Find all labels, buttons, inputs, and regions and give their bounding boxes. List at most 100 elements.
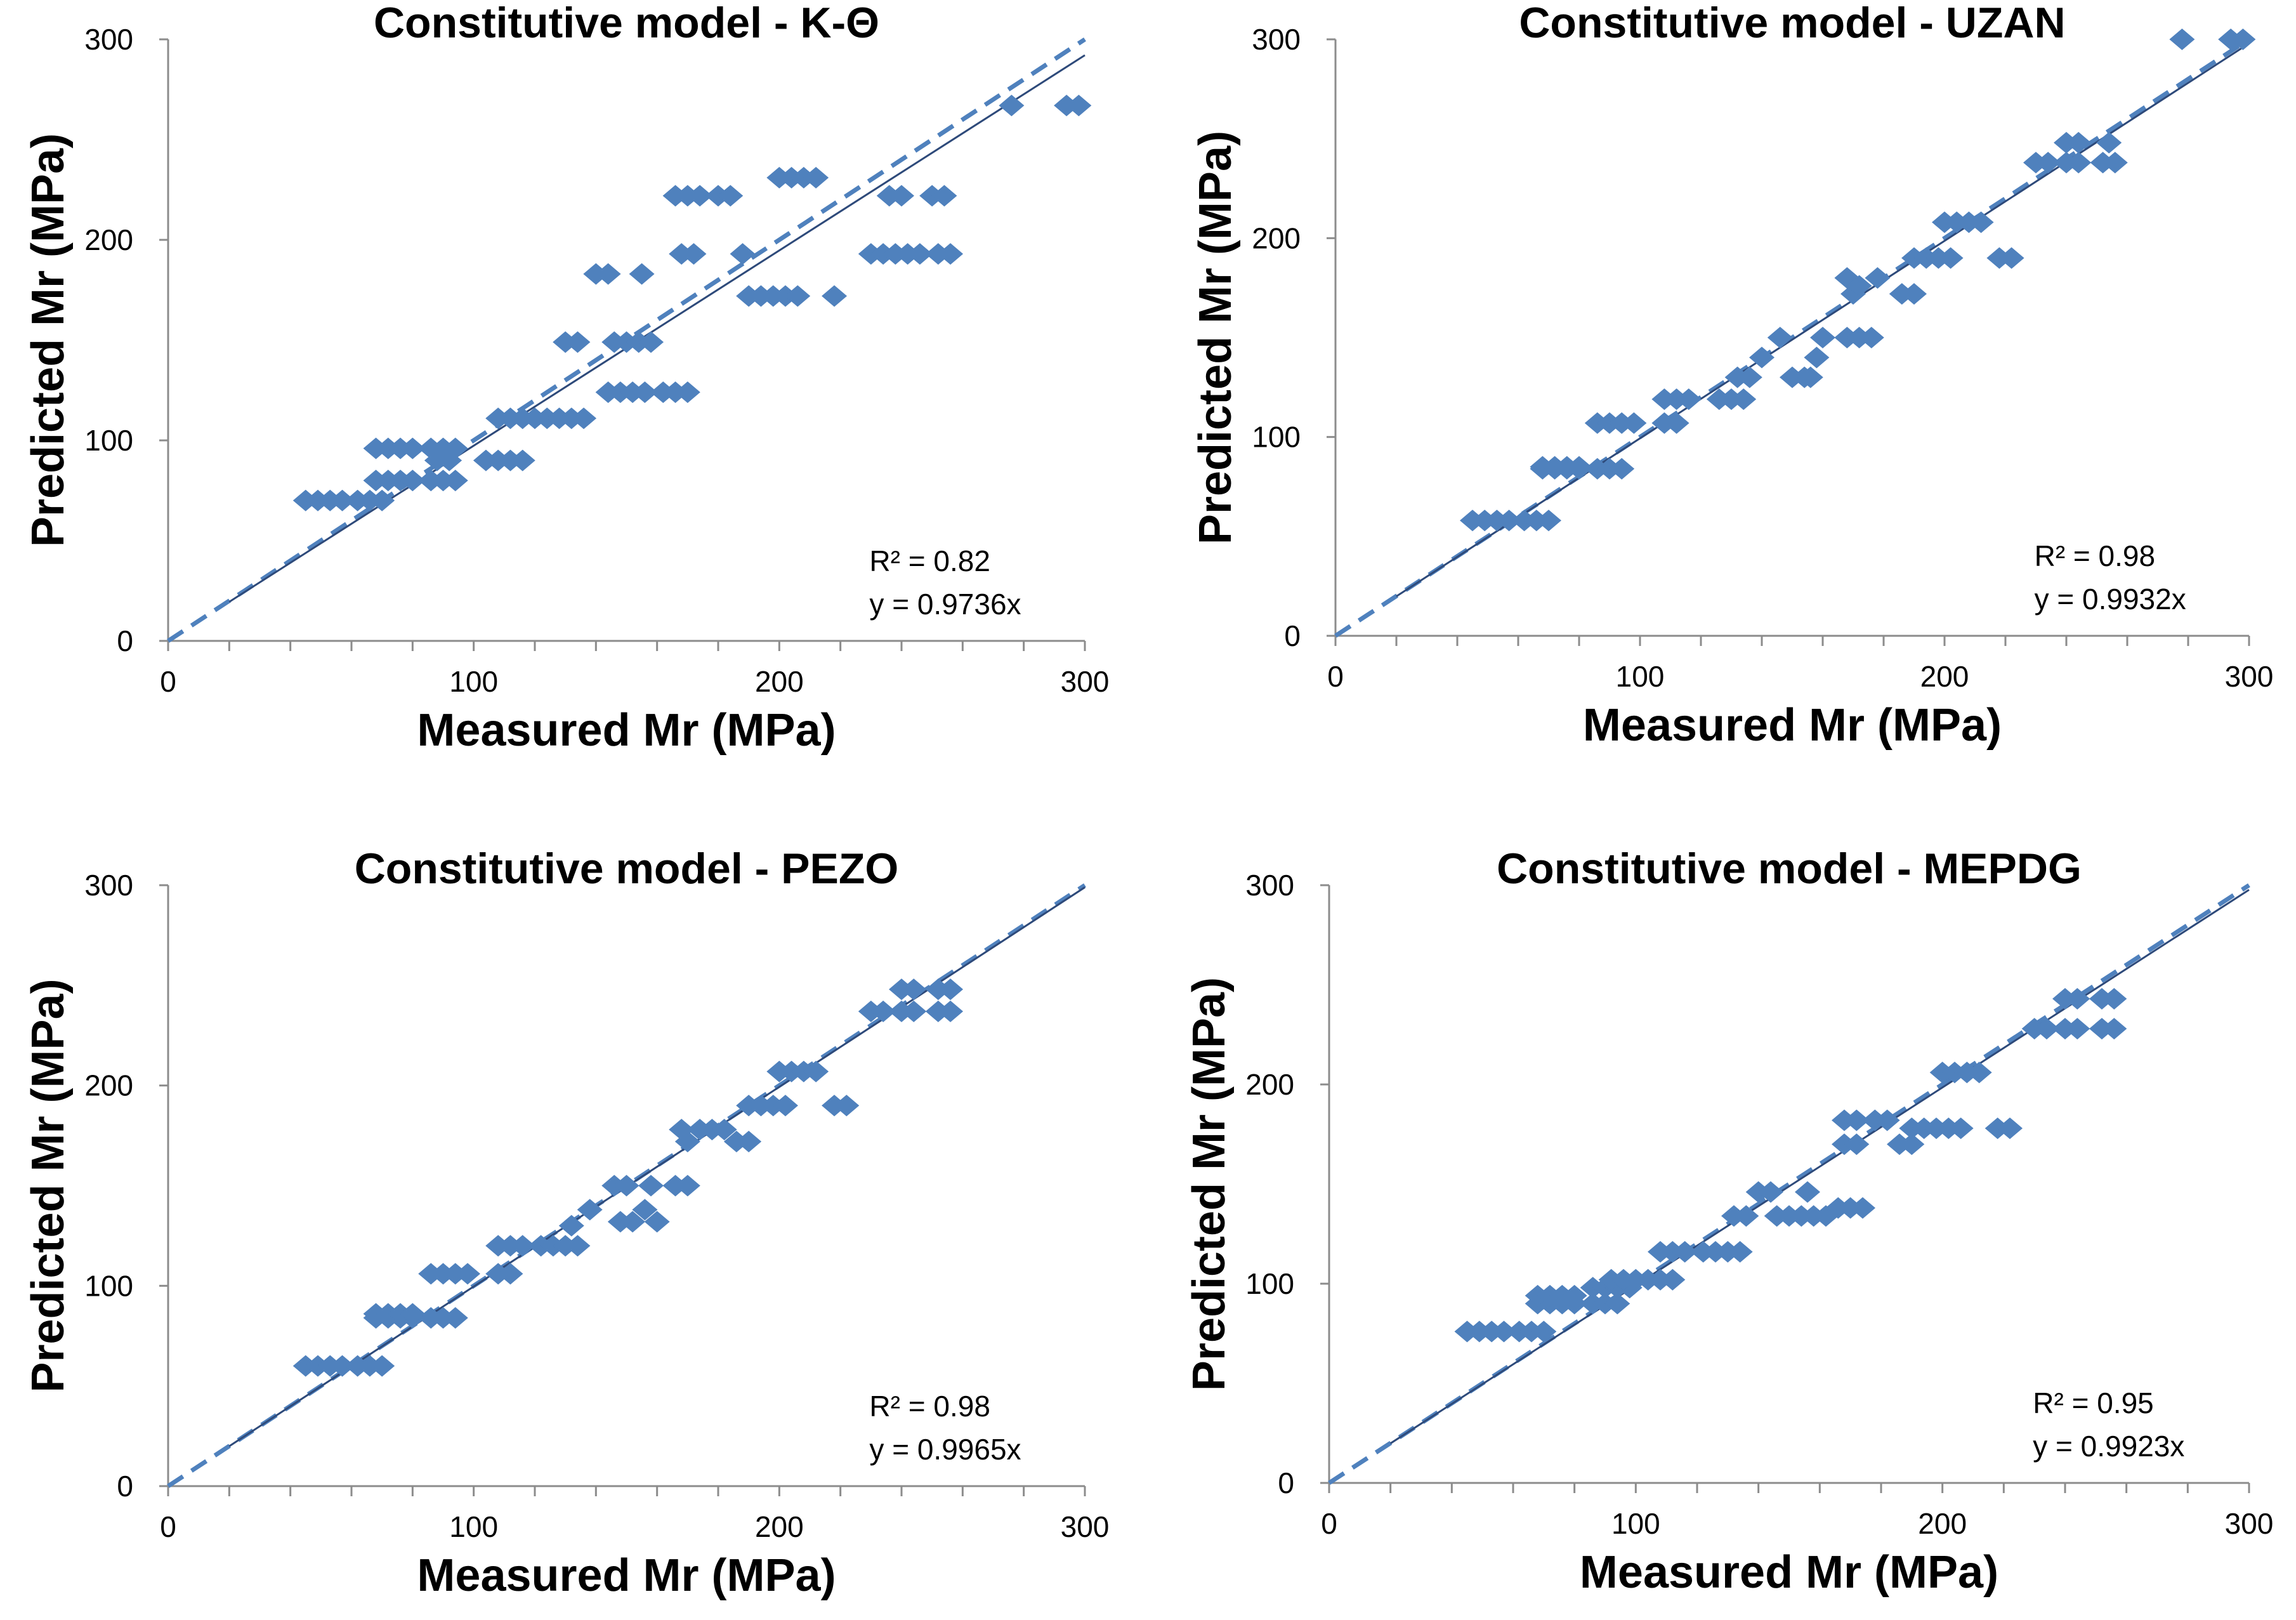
panel-mepdg: 0 100 200 300 0 100 200 300 Constitutive model -… xyxy=(1184,845,2273,1598)
pezo-data-point xyxy=(638,1175,664,1197)
pezo-x-tick-label: 0 xyxy=(160,1510,176,1543)
uzan-data-point xyxy=(1736,366,1762,388)
uzan-data-point xyxy=(1858,327,1884,348)
k-theta-data-point xyxy=(369,489,395,511)
k-theta-data-point xyxy=(938,243,964,265)
k-theta-y-tick-label: 300 xyxy=(84,23,133,56)
k-theta-data-point xyxy=(571,407,597,430)
k-theta-data-point xyxy=(674,381,700,404)
k-theta-data-point xyxy=(442,470,468,492)
uzan-data-point xyxy=(1676,388,1702,411)
panel-pezo: 0 100 200 300 0 100 200 300 Constitutive model -… xyxy=(23,845,1109,1601)
uzan-data-point xyxy=(2169,29,2195,50)
uzan-y-tick-label: 300 xyxy=(1252,23,1301,56)
uzan-data-point xyxy=(1663,412,1689,434)
k-theta-data-point xyxy=(509,449,535,471)
mepdg-data-point xyxy=(1758,1181,1783,1203)
pezo-data-point xyxy=(329,1355,355,1377)
k-theta-data-point xyxy=(400,437,426,459)
mepdg-data-point xyxy=(1844,1109,1870,1131)
uzan-data-point xyxy=(1536,510,1561,532)
pezo-fit-equation: y = 0.9965x xyxy=(869,1433,1021,1466)
pezo-data-point xyxy=(509,1235,535,1257)
mepdg-y-axis-label: Predicted Mr (MPa) xyxy=(1184,977,1235,1391)
uzan-data-point xyxy=(1901,283,1927,305)
mepdg-x-axis-label: Measured Mr (MPa) xyxy=(1580,1547,1998,1598)
pezo-y-tick-label: 0 xyxy=(117,1470,133,1503)
panel-uzan: 0 100 200 300 0 100 200 300 Constitutive model -… xyxy=(1190,0,2273,751)
uzan-chart-title: Constitutive model - UZAN xyxy=(1519,0,2065,47)
mepdg-data-point xyxy=(1491,1320,1517,1343)
uzan-data-point xyxy=(1767,327,1793,348)
k-theta-x-tick-label: 0 xyxy=(160,665,176,698)
uzan-x-tick-label: 100 xyxy=(1616,660,1665,693)
mepdg-chart-title: Constitutive model - MEPDG xyxy=(1497,845,2082,893)
k-theta-x-axis-label: Measured Mr (MPa) xyxy=(417,705,836,756)
mepdg-fit-equation: y = 0.9923x xyxy=(2033,1430,2184,1463)
mepdg-x-tick-label: 100 xyxy=(1611,1507,1660,1540)
k-theta-x-tick-label: 300 xyxy=(1061,665,1110,698)
uzan-data-point xyxy=(2035,152,2061,174)
uzan-data-point xyxy=(1998,247,2024,269)
pezo-data-point xyxy=(938,1000,964,1022)
k-theta-chart-title: Constitutive model - K-Θ xyxy=(374,0,879,47)
mepdg-data-point xyxy=(1844,1133,1870,1156)
pezo-fit-line xyxy=(228,886,1086,1447)
pezo-data-point xyxy=(803,1060,829,1083)
pezo-data-point xyxy=(674,1131,700,1153)
pezo-x-tick-label: 300 xyxy=(1061,1510,1110,1543)
pezo-data-point xyxy=(674,1175,700,1197)
k-theta-data-point xyxy=(889,185,914,207)
pezo-data-point xyxy=(565,1235,591,1257)
k-theta-data-point xyxy=(907,243,933,265)
pezo-data-point xyxy=(613,1175,640,1197)
mepdg-data-point xyxy=(2034,1018,2059,1040)
mepdg-data-point xyxy=(1660,1268,1686,1291)
pezo-data-point xyxy=(901,978,927,1001)
mepdg-data-point xyxy=(1997,1117,2023,1140)
pezo-data-point xyxy=(442,1307,468,1329)
mepdg-data-point xyxy=(1966,1062,1992,1084)
pezo-r-squared: R² = 0.98 xyxy=(869,1390,990,1423)
mepdg-data-point xyxy=(1795,1181,1820,1203)
k-theta-x-tick-label: 100 xyxy=(449,665,498,698)
mepdg-data-point xyxy=(1604,1293,1630,1315)
uzan-y-tick-label: 200 xyxy=(1252,221,1301,254)
mepdg-y-tick-label: 200 xyxy=(1245,1068,1294,1101)
uzan-data-point xyxy=(1731,388,1757,411)
uzan-data-point xyxy=(1749,346,1774,369)
pezo-data-point xyxy=(711,1119,737,1141)
k-theta-r-squared: R² = 0.82 xyxy=(869,544,990,577)
uzan-r-squared: R² = 0.98 xyxy=(2035,539,2156,572)
uzan-data-point xyxy=(1621,412,1647,434)
k-theta-data-point xyxy=(718,185,744,207)
k-theta-x-tick-label: 200 xyxy=(755,665,804,698)
uzan-data-point xyxy=(2096,131,2122,154)
k-theta-data-point xyxy=(595,263,621,285)
pezo-data-point xyxy=(736,1131,762,1153)
pezo-x-tick-label: 100 xyxy=(449,1510,498,1543)
uzan-data-point xyxy=(1865,267,1891,289)
k-theta-data-point xyxy=(999,95,1025,117)
mepdg-data-point xyxy=(1850,1197,1875,1219)
k-theta-identity-line xyxy=(167,37,1086,643)
k-theta-data-point xyxy=(638,331,664,353)
k-theta-y-tick-label: 200 xyxy=(84,223,133,256)
uzan-data-point xyxy=(1968,211,1994,234)
pezo-x-axis-label: Measured Mr (MPa) xyxy=(417,1550,836,1601)
mepdg-data-point xyxy=(1727,1241,1753,1263)
pezo-data-point xyxy=(620,1211,646,1233)
pezo-data-point xyxy=(938,978,964,1001)
pezo-data-point xyxy=(834,1095,860,1117)
k-theta-data-point xyxy=(629,263,655,285)
k-theta-data-point xyxy=(803,167,829,189)
pezo-data-point xyxy=(870,1000,896,1022)
uzan-x-tick-label: 200 xyxy=(1920,660,1969,693)
pezo-chart-title: Constitutive model - PEZO xyxy=(355,845,899,893)
pezo-data-point xyxy=(455,1263,481,1285)
mepdg-data-point xyxy=(2101,1018,2127,1040)
mepdg-data-point xyxy=(1948,1117,1974,1140)
mepdg-x-tick-label: 0 xyxy=(1321,1507,1337,1540)
pezo-data-point xyxy=(400,1303,426,1325)
